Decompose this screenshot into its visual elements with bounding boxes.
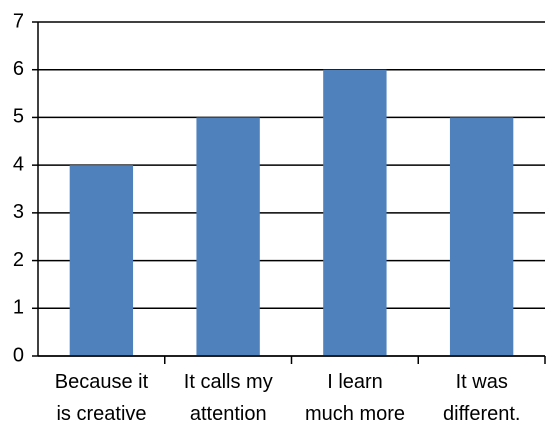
y-tick-label: 2: [13, 249, 24, 271]
y-tick-label: 3: [13, 201, 24, 223]
y-tick-label: 5: [13, 106, 24, 128]
y-tick-label: 1: [13, 297, 24, 319]
x-tick-label: Because it is creative: [54, 371, 149, 425]
bar: [323, 69, 387, 356]
x-tick-label: It calls my attention: [183, 371, 273, 425]
bar: [196, 117, 260, 356]
y-tick-label: 4: [13, 153, 24, 175]
bar: [449, 117, 514, 356]
bar: [69, 165, 134, 356]
x-tick-label: It was different.: [443, 371, 521, 425]
y-tick-label: 6: [13, 58, 24, 80]
y-tick-label: 7: [13, 10, 24, 32]
y-tick-label: 0: [13, 344, 24, 366]
x-tick-label: I learn much more: [304, 371, 406, 425]
